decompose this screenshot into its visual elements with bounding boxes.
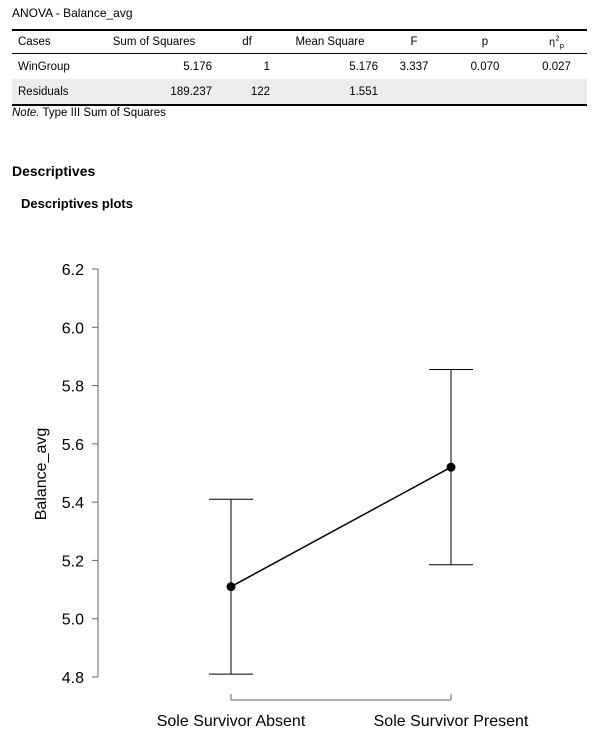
cell-p: 0.070	[470, 60, 500, 73]
cell-f	[384, 79, 444, 105]
eta-sup: 2	[555, 34, 560, 43]
descriptives-title: Descriptives	[12, 163, 96, 179]
cell-p	[444, 79, 526, 105]
y-tick-label: 6.0	[62, 320, 84, 337]
cell-df: 122	[218, 79, 276, 105]
cell-mean-square: 1.551	[276, 79, 384, 105]
header-mean-square: Mean Square	[295, 36, 365, 48]
x-axis: Sole Survivor Absent Sole Survivor Presen…	[157, 694, 529, 730]
cell-eta-squared	[526, 79, 587, 105]
eta-symbol: η2p	[548, 34, 565, 50]
x-tick-label: Sole Survivor Absent	[157, 713, 306, 730]
header-eta-squared: η2p	[526, 30, 587, 54]
y-axis-label: Balance_avg	[33, 428, 50, 521]
y-tick-label: 5.8	[62, 379, 84, 396]
table-row: WinGroup 5.176 1 5.176 3.337 0.070 0.027	[12, 54, 587, 80]
cell-eta-squared: 0.027	[542, 60, 571, 73]
header-f: F	[410, 36, 418, 48]
y-tick-label: 5.4	[62, 495, 84, 512]
series-layer	[209, 369, 473, 675]
eta-sub: p	[559, 41, 565, 50]
y-tick-label: 6.2	[62, 262, 84, 279]
header-df: df	[242, 36, 252, 48]
eta-base: η	[548, 36, 556, 48]
table-note: Note. Type III Sum of Squares	[12, 107, 166, 119]
cell-mean-square: 5.176	[349, 60, 378, 73]
header-cases: Cases	[18, 36, 51, 48]
descriptives-plots-title: Descriptives plots	[21, 196, 133, 211]
y-tick-label: 5.2	[62, 553, 84, 570]
cell-cases: WinGroup	[18, 60, 70, 73]
cell-sum-of-squares: 189.237	[90, 79, 218, 105]
anova-table: Cases Sum of Squares df Mean Square F p …	[12, 29, 587, 106]
y-tick-label: 5.6	[62, 437, 84, 454]
header-p: p	[481, 36, 489, 48]
anova-title: ANOVA - Balance_avg	[12, 6, 133, 20]
note-text: Type III Sum of Squares	[39, 107, 166, 119]
cell-sum-of-squares: 5.176	[183, 60, 212, 73]
anova-header-row: Cases Sum of Squares df Mean Square F p …	[12, 30, 587, 54]
cell-df: 1	[263, 60, 270, 73]
y-tick-label: 4.8	[62, 670, 84, 687]
header-sum-of-squares: Sum of Squares	[112, 36, 196, 48]
y-axis: 4.8 5.0 5.2 5.4 5.6 5.8 6.0 6.2	[62, 262, 99, 687]
note-label: Note.	[12, 107, 40, 119]
data-point	[226, 582, 236, 592]
data-point	[446, 462, 456, 472]
series-line	[230, 466, 452, 588]
cell-cases: Residuals	[12, 79, 90, 105]
table-row: Residuals 189.237 122 1.551	[12, 79, 587, 105]
x-tick-label: Sole Survivor Present	[374, 713, 529, 730]
cell-f: 3.337	[399, 60, 429, 73]
y-tick-label: 5.0	[62, 612, 84, 629]
